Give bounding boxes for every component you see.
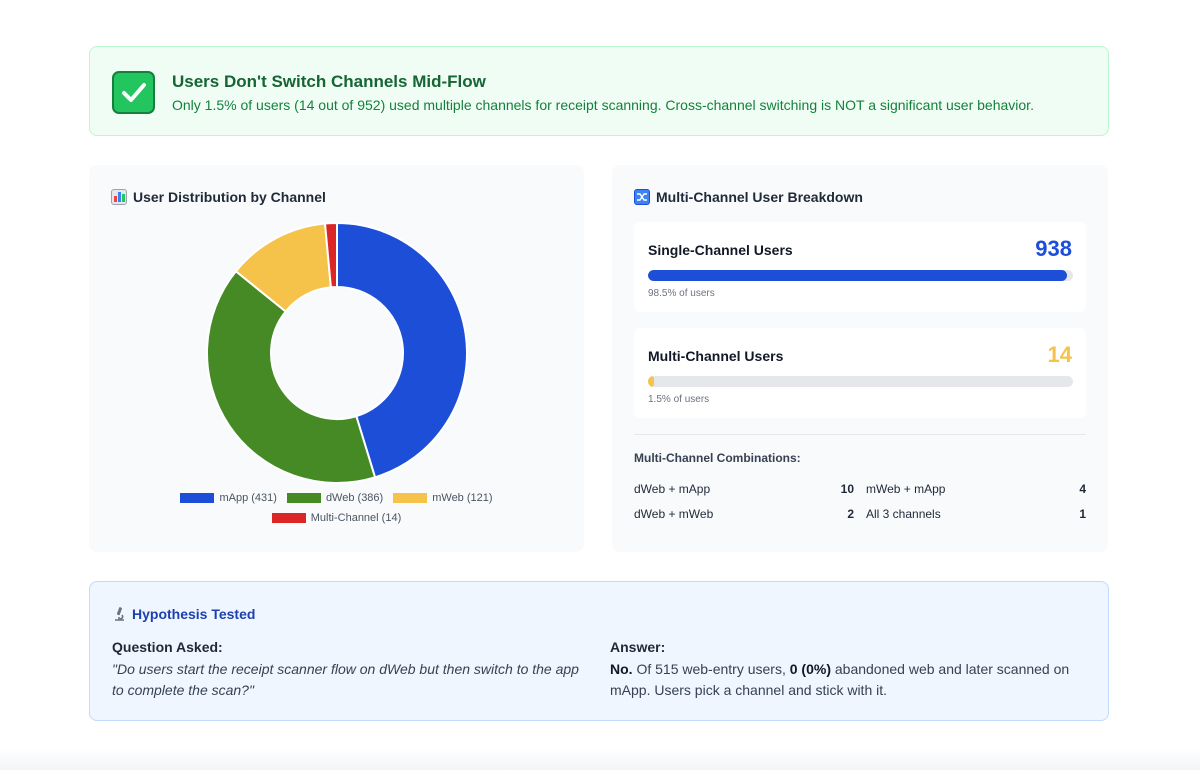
- distribution-title: User Distribution by Channel: [111, 189, 326, 205]
- breakdown-title-text: Multi-Channel User Breakdown: [656, 189, 863, 205]
- hypothesis-title-text: Hypothesis Tested: [132, 606, 256, 622]
- donut-slice-mapp[interactable]: [336, 221, 468, 479]
- combination-item: dWeb + mApp 10: [634, 482, 860, 496]
- legend-label: mApp (431): [219, 492, 277, 504]
- multi-channel-value: 14: [1047, 342, 1072, 367]
- legend-item-dweb[interactable]: dWeb (386): [286, 492, 384, 504]
- combinations-row: dWeb + mWeb 2 All 3 channels 1: [634, 501, 1086, 526]
- combinations-title: Multi-Channel Combinations:: [634, 451, 801, 465]
- combinations-row: dWeb + mApp 10 mWeb + mApp 4: [634, 476, 1086, 501]
- banner-title: Users Don't Switch Channels Mid-Flow: [172, 72, 486, 91]
- question-text: "Do users start the receipt scanner flow…: [112, 661, 579, 698]
- combination-item: All 3 channels 1: [860, 507, 1086, 521]
- chart-legend: mApp (431) dWeb (386) mWeb (121) Multi-Cha…: [89, 492, 584, 532]
- single-channel-progress-fill: [648, 270, 1067, 281]
- legend-label: dWeb (386): [325, 492, 384, 504]
- legend-label: mWeb (121): [432, 492, 493, 504]
- shuffle-icon: [634, 189, 650, 205]
- single-channel-label: Single-Channel Users: [648, 242, 793, 258]
- distribution-card: User Distribution by Channel mApp (431) d…: [89, 165, 584, 552]
- combination-count: 4: [1079, 481, 1086, 496]
- distribution-title-text: User Distribution by Channel: [133, 189, 326, 205]
- legend-label: Multi-Channel (14): [310, 512, 402, 524]
- multi-channel-label: Multi-Channel Users: [648, 348, 784, 364]
- legend-item-mweb[interactable]: mWeb (121): [393, 492, 493, 504]
- single-channel-progress: [648, 270, 1073, 281]
- microscope-icon: [112, 606, 126, 622]
- banner-text: Only 1.5% of users (14 out of 952) used …: [172, 97, 1034, 113]
- check-mark-icon: [112, 71, 155, 114]
- single-channel-value: 938: [1035, 236, 1072, 261]
- hypothesis-panel: Hypothesis Tested Question Asked: "Do us…: [89, 581, 1109, 721]
- legend-swatch: [286, 493, 321, 503]
- answer-bold: 0 (0%): [789, 661, 831, 677]
- answer-part2: abandoned web and later scanned on mApp.…: [610, 661, 1070, 698]
- channel-donut-chart: [206, 221, 468, 484]
- combination-item: mWeb + mApp 4: [860, 482, 1086, 496]
- combination-label: All 3 channels: [866, 506, 941, 521]
- combination-label: dWeb + mWeb: [634, 506, 714, 521]
- page-footer-shadow: [0, 748, 1200, 770]
- breakdown-card: Multi-Channel User Breakdown Single-Chan…: [612, 165, 1108, 552]
- answer-label: Answer:: [610, 639, 666, 655]
- multi-channel-stat: Multi-Channel Users 14 1.5% of users: [634, 328, 1086, 418]
- legend-swatch: [271, 513, 306, 523]
- combination-count: 1: [1079, 506, 1086, 521]
- combination-count: 2: [847, 506, 854, 521]
- question-label: Question Asked:: [112, 639, 223, 655]
- answer-lead: No.: [610, 661, 633, 677]
- breakdown-title: Multi-Channel User Breakdown: [634, 189, 863, 205]
- legend-swatch: [180, 493, 215, 503]
- multi-channel-progress: [648, 376, 1073, 387]
- answer-text: No. Of 515 web-entry users, 0 (0%) aband…: [610, 659, 1090, 701]
- combination-label: dWeb + mApp: [634, 481, 711, 496]
- insight-banner: Users Don't Switch Channels Mid-Flow Onl…: [89, 46, 1109, 136]
- combination-item: dWeb + mWeb 2: [634, 507, 860, 521]
- multi-channel-percent: 1.5% of users: [648, 394, 710, 405]
- multi-channel-progress-fill: [648, 376, 655, 387]
- combinations-grid: dWeb + mApp 10 mWeb + mApp 4 dWeb + mWeb…: [634, 476, 1086, 526]
- divider: [634, 434, 1086, 435]
- answer-part1: Of 515 web-entry users,: [632, 661, 790, 677]
- legend-item-mapp[interactable]: mApp (431): [180, 492, 277, 504]
- bar-chart-icon: [111, 189, 127, 205]
- donut-slice-dweb[interactable]: [206, 269, 377, 484]
- legend-item-multi-channel[interactable]: Multi-Channel (14): [271, 512, 402, 524]
- donut-slice-multi-channel[interactable]: [323, 221, 338, 289]
- combination-label: mWeb + mApp: [866, 481, 946, 496]
- single-channel-stat: Single-Channel Users 938 98.5% of users: [634, 222, 1086, 312]
- hypothesis-title: Hypothesis Tested: [112, 606, 255, 622]
- combination-count: 10: [840, 481, 854, 496]
- single-channel-percent: 98.5% of users: [648, 288, 715, 299]
- legend-swatch: [393, 493, 428, 503]
